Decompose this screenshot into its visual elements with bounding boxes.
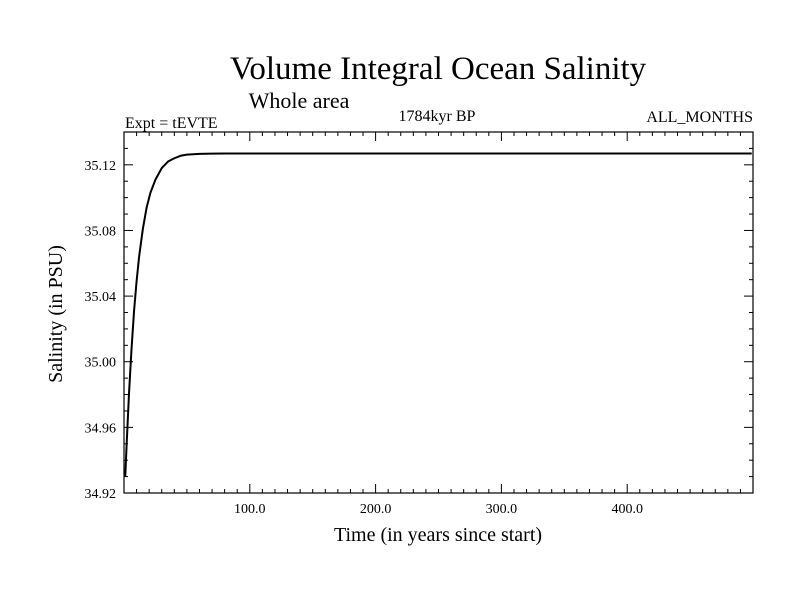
experiment-label: Expt = tEVTE	[125, 115, 218, 132]
x-tick-label: 200.0	[360, 502, 392, 517]
x-tick-label: 300.0	[486, 502, 518, 517]
chart-title: Volume Integral Ocean Salinity	[230, 51, 647, 87]
y-tick-label: 34.96	[85, 421, 117, 436]
period-label: 1784kyr BP	[399, 108, 476, 125]
y-tick-label: 35.12	[85, 159, 117, 174]
x-axis-label: Time (in years since start)	[334, 524, 542, 546]
months-label: ALL_MONTHS	[646, 109, 753, 126]
salinity-series-line	[124, 152, 752, 477]
y-tick-label: 35.04	[85, 290, 117, 305]
y-tick-label: 35.08	[85, 224, 117, 239]
plot-axes: 100.0 200.0 300.0 400.0 34.92 34.96 35.00 35.04…	[85, 131, 754, 517]
y-axis-label: Salinity (in PSU)	[45, 245, 67, 383]
x-tick-label: 400.0	[611, 502, 643, 517]
plot-frame	[123, 131, 754, 494]
y-tick-label: 35.00	[85, 356, 117, 371]
x-tick-label: 100.0	[234, 502, 266, 517]
y-tick-label: 34.92	[85, 487, 117, 502]
chart-subtitle: Whole area	[249, 88, 350, 113]
plot-series	[124, 152, 752, 477]
